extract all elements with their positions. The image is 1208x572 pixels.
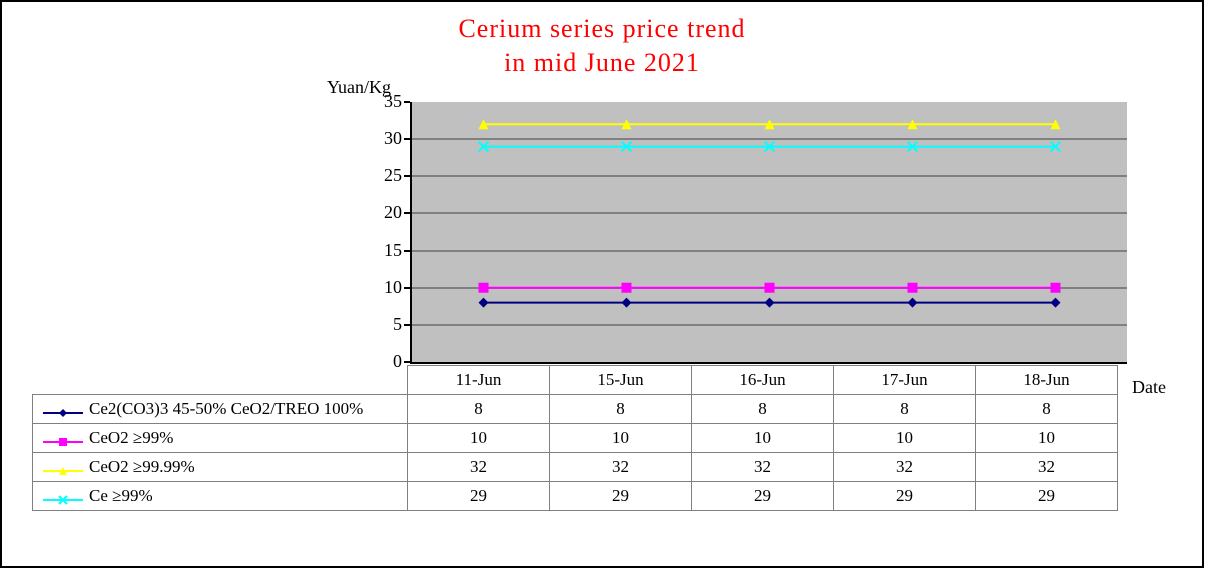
y-tick-label: 35 — [372, 91, 402, 112]
value-cell: 32 — [976, 453, 1118, 482]
y-tick-label: 30 — [372, 128, 402, 149]
table-row: Ce2(CO3)3 45-50% CeO2/TREO 100%88888 — [33, 395, 1118, 424]
value-cell: 29 — [408, 482, 550, 511]
table-row: CeO2 ≥99.99%3232323232 — [33, 453, 1118, 482]
y-tick-label: 25 — [372, 165, 402, 186]
value-cell: 29 — [550, 482, 692, 511]
series-icon — [43, 433, 83, 445]
series-lines — [412, 102, 1127, 362]
x-axis-label: Date — [1132, 377, 1166, 398]
value-cell: 8 — [834, 395, 976, 424]
value-cell: 32 — [408, 453, 550, 482]
value-cell: 32 — [692, 453, 834, 482]
series-name: Ce2(CO3)3 45-50% CeO2/TREO 100% — [89, 399, 363, 418]
value-cell: 8 — [408, 395, 550, 424]
series-name: CeO2 ≥99% — [89, 428, 173, 447]
series-name: Ce ≥99% — [89, 486, 153, 505]
chart-container: Cerium series price trend in mid June 20… — [0, 0, 1204, 568]
value-cell: 8 — [976, 395, 1118, 424]
date-header: 17-Jun — [834, 366, 976, 395]
value-cell: 29 — [834, 482, 976, 511]
date-header: 11-Jun — [408, 366, 550, 395]
y-tick-label: 20 — [372, 202, 402, 223]
date-header: 15-Jun — [550, 366, 692, 395]
table-row: Ce ≥99%2929292929 — [33, 482, 1118, 511]
series-label-cell: Ce2(CO3)3 45-50% CeO2/TREO 100% — [33, 395, 408, 424]
y-tick-label: 15 — [372, 240, 402, 261]
value-cell: 8 — [550, 395, 692, 424]
value-cell: 32 — [550, 453, 692, 482]
value-cell: 29 — [692, 482, 834, 511]
table-header-row: 11-Jun15-Jun16-Jun17-Jun18-Jun — [33, 366, 1118, 395]
value-cell: 10 — [976, 424, 1118, 453]
value-cell: 10 — [550, 424, 692, 453]
series-icon — [43, 491, 83, 503]
value-cell: 10 — [692, 424, 834, 453]
value-cell: 10 — [408, 424, 550, 453]
data-table: 11-Jun15-Jun16-Jun17-Jun18-Jun Ce2(CO3)3… — [32, 365, 1118, 511]
value-cell: 32 — [834, 453, 976, 482]
plot-area — [410, 102, 1127, 364]
series-label-cell: CeO2 ≥99.99% — [33, 453, 408, 482]
value-cell: 10 — [834, 424, 976, 453]
chart-title: Cerium series price trend in mid June 20… — [2, 12, 1202, 80]
y-tick-label: 10 — [372, 277, 402, 298]
series-icon — [43, 404, 83, 416]
series-icon — [43, 462, 83, 474]
table-corner — [33, 366, 408, 395]
series-label-cell: Ce ≥99% — [33, 482, 408, 511]
table-row: CeO2 ≥99%1010101010 — [33, 424, 1118, 453]
value-cell: 29 — [976, 482, 1118, 511]
value-cell: 8 — [692, 395, 834, 424]
series-name: CeO2 ≥99.99% — [89, 457, 195, 476]
title-line-1: Cerium series price trend — [458, 14, 745, 43]
table-body: Ce2(CO3)3 45-50% CeO2/TREO 100%88888CeO2… — [33, 395, 1118, 511]
date-header: 16-Jun — [692, 366, 834, 395]
series-label-cell: CeO2 ≥99% — [33, 424, 408, 453]
title-line-2: in mid June 2021 — [504, 48, 700, 77]
y-tick-label: 5 — [372, 314, 402, 335]
date-header: 18-Jun — [976, 366, 1118, 395]
